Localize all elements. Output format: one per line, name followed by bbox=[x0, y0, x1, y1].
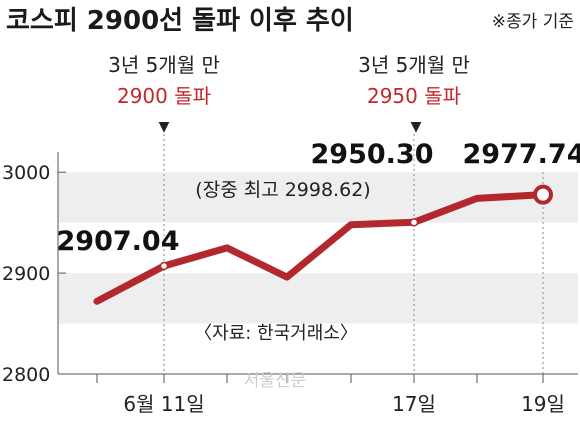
date-guides bbox=[163, 134, 544, 374]
point-5 bbox=[409, 218, 419, 227]
watermark: 서울신문 bbox=[244, 371, 307, 391]
x-axis: 6월 11일 17일 19일 bbox=[58, 373, 578, 416]
callout-2950: 2950.30 bbox=[311, 139, 434, 170]
annotation-2-line2: 2950 돌파 bbox=[367, 84, 461, 108]
band-0 bbox=[58, 273, 578, 324]
x-tick-label-1: 6월 11일 bbox=[123, 392, 204, 416]
point-7 bbox=[533, 184, 553, 205]
source-note: 〈자료: 한국거래소〉 bbox=[194, 323, 358, 344]
y-tick-label-3000: 3000 bbox=[2, 162, 50, 184]
annotation-2-line1: 3년 5개월 만 bbox=[358, 53, 470, 77]
annotation-1-line2: 2900 돌파 bbox=[117, 84, 211, 108]
y-axis: 2800 2900 3000 bbox=[2, 152, 66, 386]
basis-note: ※종가 기준 bbox=[492, 12, 574, 32]
annotation-2-arrow: ▼ bbox=[411, 119, 422, 135]
point-1 bbox=[159, 261, 169, 271]
callout-2977: 2977.74 bbox=[463, 139, 580, 170]
chart-title: 코스피 2900선 돌파 이후 추이 bbox=[6, 6, 354, 36]
y-tick-label-2900: 2900 bbox=[2, 263, 50, 285]
annotation-1-line1: 3년 5개월 만 bbox=[108, 53, 220, 77]
y-tick-label-2800: 2800 bbox=[2, 364, 50, 386]
annotation-1-arrow: ▼ bbox=[159, 119, 170, 135]
callout-2907: 2907.04 bbox=[57, 226, 180, 257]
series-line bbox=[93, 191, 547, 305]
x-tick-label-5: 17일 bbox=[392, 392, 436, 416]
x-tick-label-7: 19일 bbox=[521, 392, 565, 416]
intraday-high-note: (장중 최고 2998.62) bbox=[195, 179, 370, 201]
series-kospi bbox=[93, 184, 553, 305]
